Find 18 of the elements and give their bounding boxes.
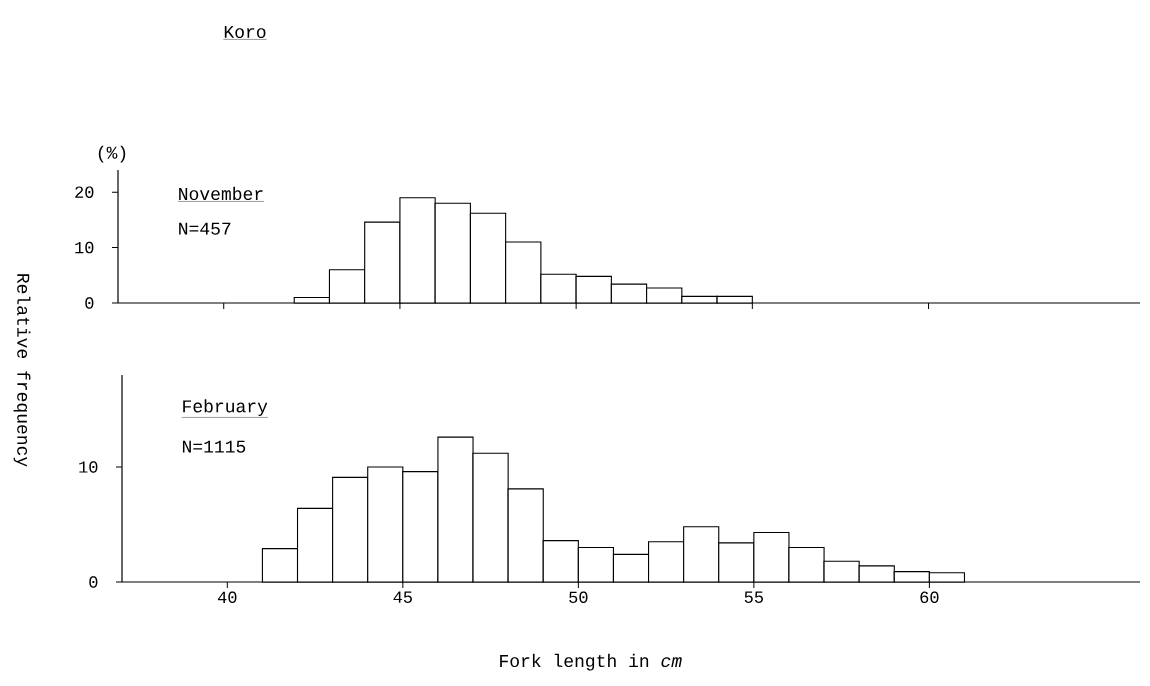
x-tick-label: 40 (217, 591, 237, 604)
annotation: N=457 (179, 222, 231, 235)
x-axis-title: Fork length in cm (500, 653, 682, 671)
x-tick-label: 60 (920, 591, 939, 604)
x-tick-label: 45 (393, 591, 412, 603)
annotation: February (183, 399, 268, 417)
y-axis-title: Relative frequency (13, 274, 31, 467)
y-axis-title: (%) (98, 145, 126, 163)
y-tick-label: 0 (89, 576, 98, 588)
chart-title: Koro (224, 25, 266, 39)
annotation: November (179, 186, 263, 201)
y-tick-label: 10 (79, 461, 98, 473)
y-tick-label: 10 (75, 241, 94, 254)
y-tick-label: 20 (75, 186, 94, 198)
x-tick-label: 50 (569, 591, 588, 604)
x-tick-label: 55 (744, 591, 763, 603)
y-tick-label: 0 (85, 297, 94, 309)
annotation: N=1115 (182, 440, 246, 453)
